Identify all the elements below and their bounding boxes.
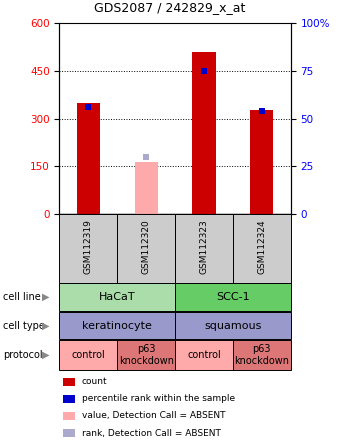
Text: ▶: ▶ — [42, 321, 50, 331]
Bar — [233, 214, 291, 283]
Text: rank, Detection Call = ABSENT: rank, Detection Call = ABSENT — [82, 428, 220, 438]
Bar — [135, 162, 158, 214]
Text: SCC-1: SCC-1 — [216, 292, 250, 302]
Text: protocol: protocol — [3, 350, 43, 360]
Bar — [59, 214, 117, 283]
Text: control: control — [187, 350, 221, 360]
Bar — [175, 214, 233, 283]
Text: ▶: ▶ — [42, 350, 50, 360]
Text: GSM112320: GSM112320 — [142, 220, 151, 274]
Text: p63
knockdown: p63 knockdown — [234, 345, 289, 366]
Text: GSM112323: GSM112323 — [200, 220, 208, 274]
Bar — [250, 110, 273, 214]
Bar — [117, 214, 175, 283]
Bar — [175, 283, 291, 311]
Text: squamous: squamous — [204, 321, 261, 331]
Bar — [192, 52, 216, 214]
Text: GDS2087 / 242829_x_at: GDS2087 / 242829_x_at — [94, 1, 246, 14]
Text: GSM112324: GSM112324 — [257, 220, 266, 274]
Text: p63
knockdown: p63 knockdown — [119, 345, 174, 366]
Bar — [59, 283, 175, 311]
Bar — [117, 340, 175, 370]
Text: percentile rank within the sample: percentile rank within the sample — [82, 394, 235, 403]
Bar — [77, 103, 100, 214]
Bar — [59, 340, 117, 370]
Text: ▶: ▶ — [42, 292, 50, 302]
Text: value, Detection Call = ABSENT: value, Detection Call = ABSENT — [82, 412, 225, 420]
Bar — [59, 312, 175, 339]
Text: control: control — [71, 350, 105, 360]
Text: keratinocyte: keratinocyte — [82, 321, 152, 331]
Text: GSM112319: GSM112319 — [84, 220, 93, 274]
Bar — [175, 312, 291, 339]
Text: count: count — [82, 377, 107, 386]
Text: cell type: cell type — [3, 321, 45, 331]
Bar — [233, 340, 291, 370]
Bar — [175, 340, 233, 370]
Text: cell line: cell line — [3, 292, 41, 302]
Text: HaCaT: HaCaT — [99, 292, 136, 302]
